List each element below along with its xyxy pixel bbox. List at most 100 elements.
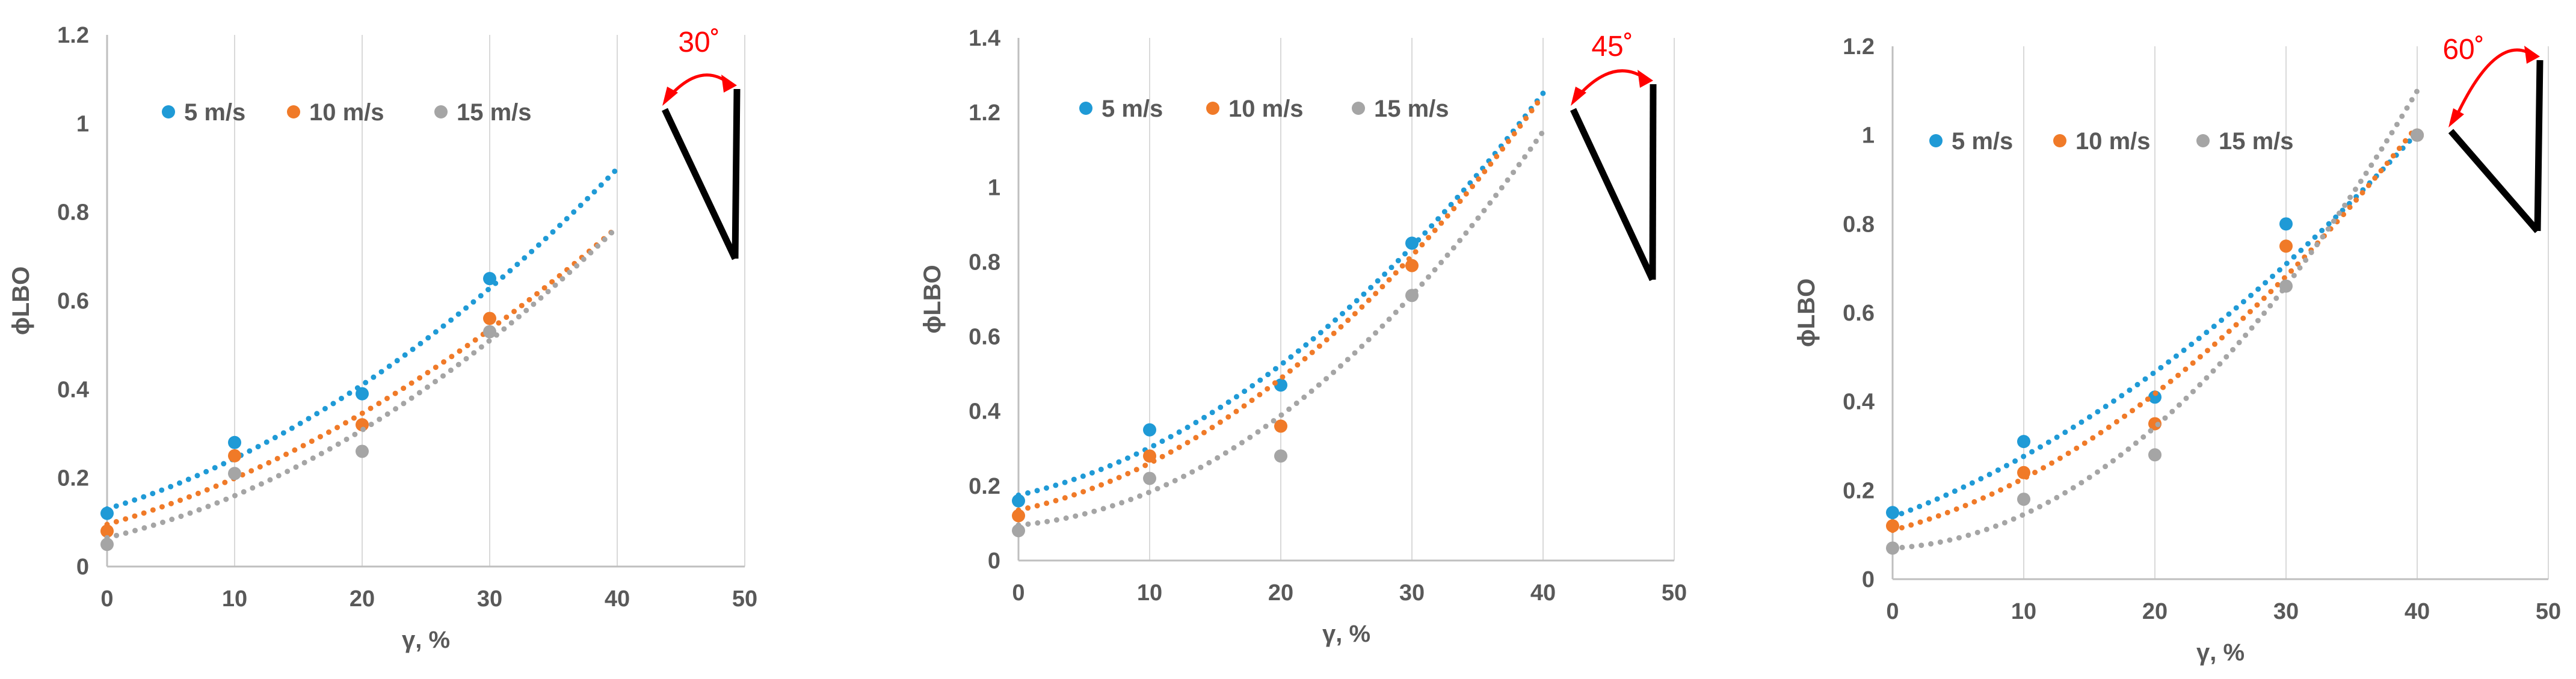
- trendline-10ms: [1015, 93, 1546, 513]
- chart-panel-30deg: 0 0.2 0.4 0.6 0.8 1 1.2 0 10 20 30 40 50 γ, % ϕLBO 5 m/…: [8, 23, 757, 653]
- angle-arrow-head: [2524, 46, 2540, 64]
- x-axis-title: γ, %: [402, 627, 450, 653]
- data-point: [2148, 448, 2162, 462]
- legend-marker: [2053, 134, 2066, 147]
- x-tick-label: 30: [477, 586, 502, 612]
- legend-label: 5 m/s: [184, 99, 245, 126]
- legend-marker: [434, 105, 448, 118]
- legend-marker: [1079, 102, 1092, 115]
- x-tick-label: 30: [1399, 580, 1425, 606]
- data-point: [228, 435, 241, 449]
- legend-label: 10 m/s: [2075, 128, 2151, 155]
- y-tick-label: 0.8: [57, 200, 89, 226]
- y-tick-label: 1: [988, 175, 1000, 200]
- data-point: [2017, 493, 2030, 506]
- data-point: [1405, 236, 1419, 250]
- data-point: [356, 418, 369, 432]
- y-tick-label: 1: [1862, 123, 1875, 149]
- y-tick-label: 0.6: [57, 289, 89, 314]
- x-tick-label: 10: [222, 586, 247, 612]
- legend-marker: [1206, 102, 1219, 115]
- data-point: [356, 387, 369, 401]
- y-tick-label: 0.8: [969, 250, 1000, 275]
- y-tick-label: 0.8: [1843, 212, 1875, 237]
- data-point: [100, 538, 114, 551]
- angle-sketch-hypotenuse: [1570, 108, 1656, 281]
- y-tick-label: 1.2: [57, 23, 89, 48]
- y-tick-label: 0.6: [969, 325, 1000, 350]
- legend-label: 15 m/s: [457, 99, 532, 126]
- data-point: [2411, 128, 2424, 142]
- data-point: [100, 524, 114, 538]
- data-point: [1143, 472, 1156, 485]
- data-point: [356, 444, 369, 458]
- legend-label: 15 m/s: [1374, 96, 1449, 122]
- chart-panel-60deg: 0 0.2 0.4 0.6 0.8 1 1.2 0 10 20 30 40 50 γ, % ϕLBO 5 m/…: [1793, 34, 2561, 666]
- x-tick-label: 0: [1886, 599, 1899, 624]
- data-point: [1012, 494, 1025, 508]
- data-point: [1012, 509, 1025, 523]
- y-tick-label: 0.4: [969, 399, 1000, 425]
- angle-label: 60˚: [2442, 34, 2484, 66]
- y-tick-label: 0.4: [1843, 390, 1875, 415]
- data-point: [2148, 390, 2162, 404]
- angle-arrow-head: [1638, 70, 1653, 88]
- x-tick-label: 50: [1662, 580, 1687, 606]
- data-point: [1886, 506, 1899, 520]
- x-tick-label: 30: [2273, 599, 2299, 624]
- legend-marker: [162, 105, 175, 118]
- x-tick-label: 40: [1530, 580, 1556, 606]
- angle-arrow-head: [662, 87, 678, 106]
- angle-sketch-hypotenuse: [662, 108, 738, 260]
- y-tick-label: 0: [76, 555, 89, 580]
- legend-marker: [287, 105, 300, 118]
- data-point: [2017, 435, 2030, 449]
- data-point: [1274, 419, 1287, 433]
- x-tick-label: 50: [2536, 599, 2561, 624]
- data-point: [1012, 524, 1025, 538]
- legend-label: 15 m/s: [2219, 128, 2294, 155]
- data-point: [228, 449, 241, 462]
- angle-label: 45˚: [1591, 31, 1633, 63]
- y-axis-title: ϕLBO: [919, 265, 946, 333]
- trendline-15ms: [1890, 88, 2420, 551]
- y-axis-title: ϕLBO: [8, 266, 34, 335]
- x-tick-label: 20: [2142, 599, 2168, 624]
- y-tick-label: 0.2: [969, 474, 1000, 499]
- legend-marker: [1352, 102, 1365, 115]
- data-point: [1886, 541, 1899, 555]
- data-point: [483, 312, 496, 325]
- trendline-5ms: [104, 166, 620, 512]
- x-tick-label: 20: [1268, 580, 1293, 606]
- data-point: [1405, 289, 1419, 303]
- y-tick-label: 0.6: [1843, 301, 1875, 326]
- data-point: [1274, 449, 1287, 463]
- x-tick-label: 10: [2011, 599, 2036, 624]
- trendline-15ms: [1015, 129, 1546, 528]
- legend-label: 5 m/s: [1102, 96, 1163, 122]
- angle-sketch-vertical: [732, 88, 741, 259]
- data-point: [483, 325, 496, 339]
- data-point: [2279, 217, 2293, 231]
- legend-label: 5 m/s: [1952, 128, 2013, 155]
- x-tick-label: 0: [1012, 580, 1025, 606]
- data-point: [228, 467, 241, 481]
- y-tick-label: 0: [988, 548, 1000, 574]
- y-axis-title: ϕLBO: [1793, 278, 1820, 347]
- data-point: [483, 272, 496, 286]
- data-point: [2279, 239, 2293, 253]
- x-tick-label: 20: [350, 586, 375, 612]
- data-point: [1143, 423, 1156, 437]
- y-tick-label: 0: [1862, 567, 1875, 592]
- data-point: [2017, 465, 2030, 479]
- legend-label: 10 m/s: [1228, 96, 1304, 122]
- angle-label: 30˚: [678, 26, 719, 58]
- trendline-10ms: [104, 224, 620, 527]
- data-point: [1274, 378, 1287, 392]
- y-tick-label: 0.4: [57, 377, 89, 402]
- trendline-15ms: [104, 224, 620, 541]
- data-point: [100, 506, 114, 520]
- angle-sketch-vertical: [2534, 60, 2544, 232]
- angle-arc: [668, 73, 730, 97]
